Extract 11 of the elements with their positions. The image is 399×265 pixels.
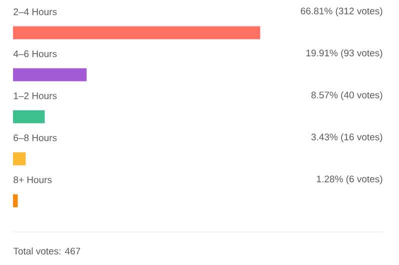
y-tick-label: 4–6 Hours	[13, 50, 57, 58]
data-label: 3.43% (16 votes)	[311, 133, 382, 142]
data-label: 8.57% (40 votes)	[311, 91, 382, 100]
y-tick-label: 6–8 Hours	[14, 134, 57, 142]
y-tick-label: 2–4 Hours	[14, 8, 57, 16]
data-label: 66.81% (312 votes)	[300, 7, 382, 16]
y-tick-label: 8+ Hours	[14, 176, 52, 184]
y-tick-label: 1–2 Hours	[14, 92, 57, 100]
text: Total votes: 467	[13, 247, 80, 254]
data-label: 19.91% (93 votes)	[306, 49, 382, 58]
data-label: 1.28% (6 votes)	[316, 175, 382, 184]
